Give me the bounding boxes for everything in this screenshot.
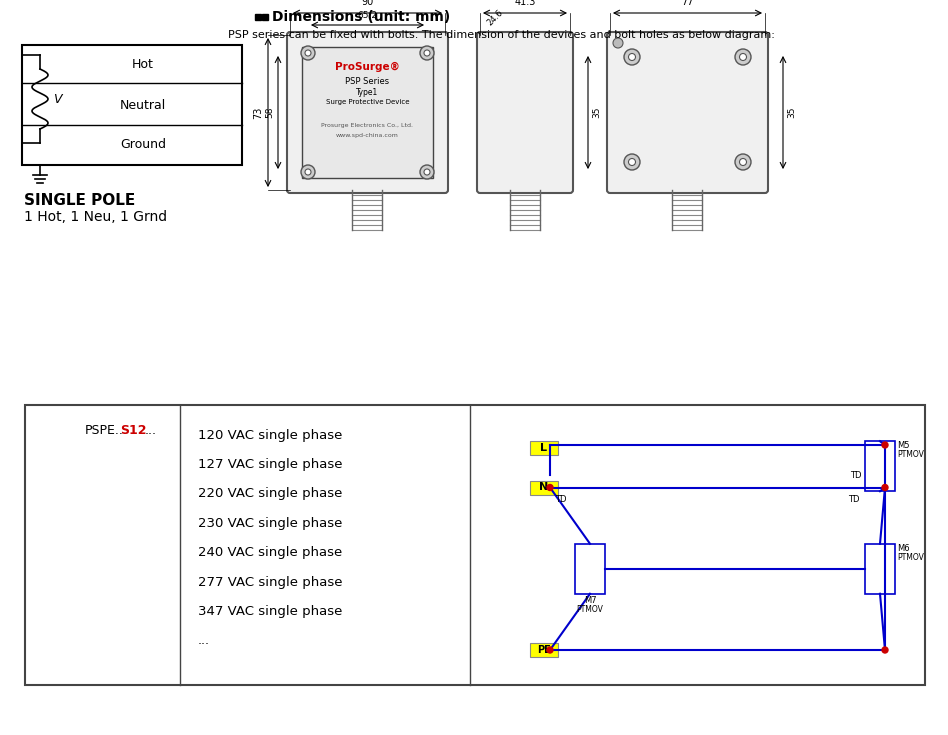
Text: PTMOV: PTMOV xyxy=(897,553,924,562)
Text: M6: M6 xyxy=(897,544,910,553)
Text: 24.6: 24.6 xyxy=(485,7,504,27)
FancyBboxPatch shape xyxy=(607,32,768,193)
Text: 120 VAC single phase: 120 VAC single phase xyxy=(198,429,342,442)
Text: 35: 35 xyxy=(787,107,796,118)
Text: M5: M5 xyxy=(897,441,909,451)
Text: www.spd-china.com: www.spd-china.com xyxy=(336,132,399,137)
Text: ...: ... xyxy=(144,423,156,437)
Text: V: V xyxy=(53,93,62,106)
Text: Hot: Hot xyxy=(132,58,154,71)
Text: 240 VAC single phase: 240 VAC single phase xyxy=(198,546,342,559)
Text: 90: 90 xyxy=(361,0,374,7)
Text: Neutral: Neutral xyxy=(119,98,166,112)
Text: 65.2: 65.2 xyxy=(357,11,377,20)
Text: M7: M7 xyxy=(584,596,596,605)
Circle shape xyxy=(735,49,751,65)
Circle shape xyxy=(882,484,888,490)
Text: 347 VAC single phase: 347 VAC single phase xyxy=(198,605,342,618)
Circle shape xyxy=(624,49,640,65)
Text: TD: TD xyxy=(850,470,862,479)
Text: 1 Hot, 1 Neu, 1 Grnd: 1 Hot, 1 Neu, 1 Grnd xyxy=(24,210,167,224)
Text: 35: 35 xyxy=(592,107,601,118)
Circle shape xyxy=(624,154,640,170)
Text: L: L xyxy=(540,443,548,453)
Bar xyxy=(530,441,558,455)
Text: 73: 73 xyxy=(253,107,263,118)
Text: 127 VAC single phase: 127 VAC single phase xyxy=(198,458,342,471)
Text: 41.3: 41.3 xyxy=(515,0,536,7)
Text: PTMOV: PTMOV xyxy=(576,605,604,614)
Text: S12: S12 xyxy=(120,423,147,437)
Text: N: N xyxy=(539,482,549,492)
Circle shape xyxy=(305,169,311,175)
Text: PSP series can be fixed with bolts. The dimension of the devices and bolt holes : PSP series can be fixed with bolts. The … xyxy=(228,30,775,40)
Bar xyxy=(302,47,433,178)
Text: TD: TD xyxy=(556,495,567,504)
Text: PE: PE xyxy=(538,645,551,655)
FancyBboxPatch shape xyxy=(477,32,573,193)
Bar xyxy=(865,441,895,491)
Bar xyxy=(575,544,605,594)
Circle shape xyxy=(629,54,635,60)
Circle shape xyxy=(301,46,315,60)
Circle shape xyxy=(420,165,434,179)
Circle shape xyxy=(305,50,311,56)
Circle shape xyxy=(735,154,751,170)
Text: PSPE...: PSPE... xyxy=(84,423,127,437)
Circle shape xyxy=(613,38,623,48)
Text: 77: 77 xyxy=(682,0,694,7)
Text: TD: TD xyxy=(848,495,860,504)
Bar xyxy=(22,45,242,165)
Text: Type1: Type1 xyxy=(356,87,378,96)
Circle shape xyxy=(882,442,888,448)
Bar xyxy=(530,481,558,495)
Text: ...: ... xyxy=(198,634,210,648)
Text: Surge Protective Device: Surge Protective Device xyxy=(326,99,410,105)
Circle shape xyxy=(739,159,746,165)
Circle shape xyxy=(547,484,553,490)
Text: 230 VAC single phase: 230 VAC single phase xyxy=(198,517,342,530)
Text: PTMOV: PTMOV xyxy=(897,451,924,459)
Circle shape xyxy=(424,50,430,56)
Circle shape xyxy=(739,54,746,60)
Text: PSP Series: PSP Series xyxy=(345,76,390,85)
Bar xyxy=(530,643,558,657)
Text: Prosurge Electronics Co., Ltd.: Prosurge Electronics Co., Ltd. xyxy=(321,123,413,127)
Circle shape xyxy=(629,159,635,165)
Text: Dimensions (unit: mm): Dimensions (unit: mm) xyxy=(272,10,450,24)
Circle shape xyxy=(882,647,888,653)
Text: 58: 58 xyxy=(265,107,274,118)
FancyBboxPatch shape xyxy=(287,32,448,193)
Text: Ground: Ground xyxy=(120,138,166,151)
Text: 220 VAC single phase: 220 VAC single phase xyxy=(198,487,342,501)
Circle shape xyxy=(547,647,553,653)
Circle shape xyxy=(420,46,434,60)
Bar xyxy=(25,405,925,685)
Circle shape xyxy=(301,165,315,179)
Text: 277 VAC single phase: 277 VAC single phase xyxy=(198,576,342,589)
Text: SINGLE POLE: SINGLE POLE xyxy=(24,193,136,207)
Text: ProSurge®: ProSurge® xyxy=(335,62,400,72)
Bar xyxy=(865,544,895,594)
Circle shape xyxy=(424,169,430,175)
